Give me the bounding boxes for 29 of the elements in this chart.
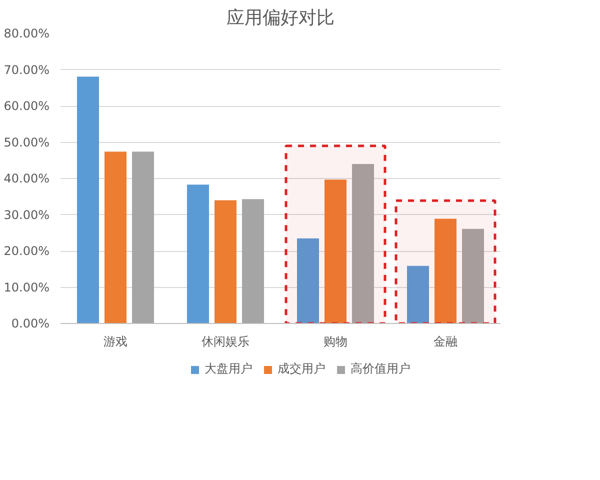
bar — [214, 200, 236, 324]
bar — [324, 180, 346, 324]
legend-label: 成交用户 — [278, 360, 326, 378]
bar — [462, 228, 484, 324]
x-tick-label: 购物 — [324, 334, 348, 348]
y-tick-label: 50.00% — [4, 135, 50, 150]
x-tick-label: 游戏 — [104, 334, 128, 348]
y-tick-label: 80.00% — [4, 26, 50, 40]
y-tick-label: 60.00% — [4, 99, 50, 113]
y-tick-label: 20.00% — [4, 244, 50, 258]
bar — [407, 266, 429, 324]
bar — [352, 164, 374, 324]
bar — [187, 184, 209, 324]
legend-label: 高价值用户 — [350, 360, 410, 378]
bar — [297, 238, 319, 324]
chart-title: 应用偏好对比 — [226, 8, 334, 28]
y-tick-label: 0.00% — [11, 316, 50, 330]
y-tick-label: 10.00% — [4, 280, 50, 294]
bar — [104, 152, 126, 324]
y-tick-label: 70.00% — [4, 62, 50, 77]
y-tick-label: 40.00% — [4, 172, 50, 186]
y-tick-label: 30.00% — [4, 208, 50, 222]
bar — [434, 218, 456, 324]
legend-label: 大盘用户 — [204, 360, 252, 378]
bar — [242, 199, 264, 324]
bar — [77, 76, 99, 324]
x-tick-label: 金融 — [434, 334, 458, 348]
x-tick-label: 休闲娱乐 — [202, 334, 250, 348]
bar — [132, 152, 154, 324]
